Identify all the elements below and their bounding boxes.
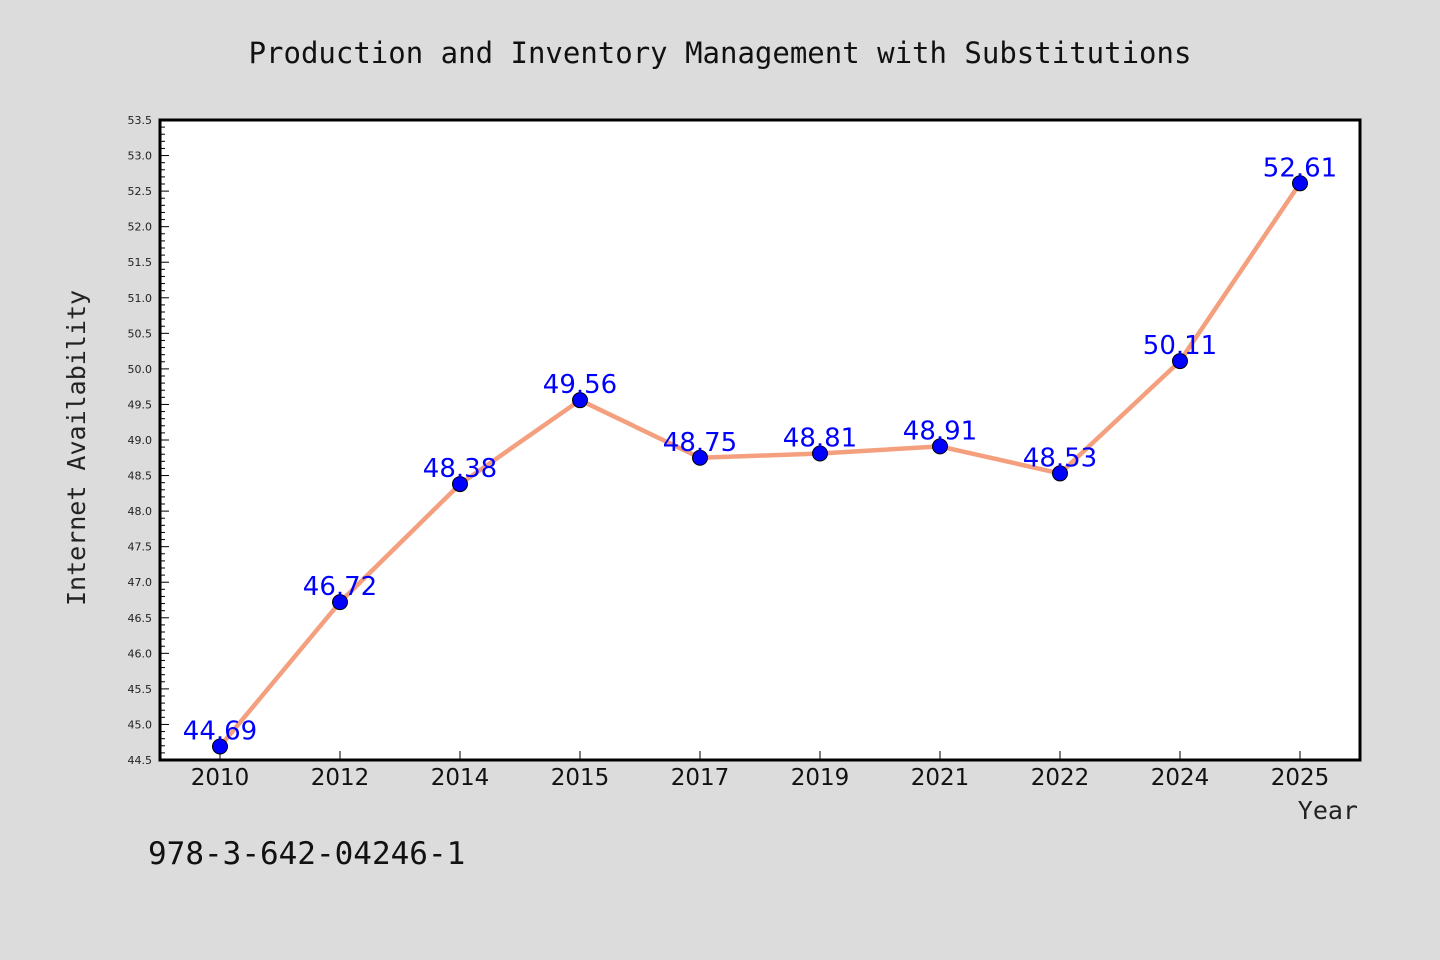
x-tick-label: 2012 [311,765,370,791]
x-axis-label: Year [1298,796,1358,825]
plot-frame [158,118,1362,762]
data-point [812,445,828,462]
data-point [1172,353,1188,370]
x-tick-label: 2017 [671,765,730,791]
data-label: 48.53 [1023,443,1097,473]
y-tick-label: 51.5 [128,256,153,269]
x-tick-label: 2025 [1271,765,1330,791]
x-tick-label: 2014 [431,765,490,791]
y-tick-label: 46.0 [128,647,153,660]
y-axis-label: Internet Availability [62,290,91,606]
x-tick-label: 2022 [1031,765,1090,791]
data-point [212,738,228,755]
data-label: 48.38 [423,454,497,484]
y-axis-ticks: 44.5 45.0 45.5 46.0 46.5 47.0 47.5 48.0 48.5 49.0… [128,114,169,767]
data-label: 44.69 [183,716,257,746]
data-point [332,594,348,611]
data-point [572,392,588,409]
y-tick-label: 47.5 [128,541,153,554]
y-tick-label: 53.0 [128,150,153,163]
data-label: 46.72 [303,572,377,602]
data-label: 48.81 [783,424,857,454]
y-tick-label: 51.0 [128,292,153,305]
series-line [217,181,1303,749]
x-tick-label: 2019 [791,765,850,791]
series-markers [212,175,1308,755]
y-tick-label: 52.0 [128,221,153,234]
y-tick-label: 49.0 [128,434,153,447]
y-tick-label: 46.5 [128,612,153,625]
x-tick-label: 2015 [551,765,610,791]
plot-area [160,120,1360,760]
y-tick-label: 52.5 [128,185,153,198]
data-label: 50.11 [1143,331,1217,361]
x-tick-label: 2021 [911,765,970,791]
x-tick-label: 2010 [191,765,250,791]
y-tick-label: 53.5 [128,114,153,127]
data-label: 48.75 [663,428,737,458]
y-tick-label: 44.5 [128,754,153,767]
footnote-isbn: 978-3-642-04246-1 [148,836,465,872]
y-tick-label: 48.0 [128,505,153,518]
x-tick-label: 2024 [1151,765,1210,791]
y-tick-label: 49.5 [128,398,153,411]
data-point [1292,175,1308,192]
y-tick-label: 47.0 [128,576,153,589]
data-label: 48.91 [903,416,977,446]
y-tick-label: 50.5 [128,327,153,340]
data-labels: 44.69 46.72 48.38 49.56 48.75 48.81 48.91 48.53… [183,153,1337,746]
data-label: 52.61 [1263,153,1337,183]
data-point [452,476,468,493]
data-point [932,438,948,455]
chart-title: Production and Inventory Management with… [249,36,1192,70]
y-tick-label: 45.0 [128,718,153,731]
data-point [692,449,708,466]
data-label: 49.56 [543,370,617,400]
y-tick-label: 50.0 [128,363,153,376]
data-point [1052,465,1068,482]
y-tick-label: 45.5 [128,683,153,696]
y-tick-label: 48.5 [128,470,153,483]
